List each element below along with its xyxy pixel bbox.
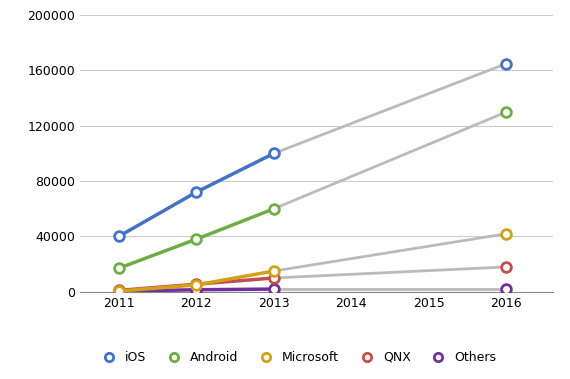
Legend: iOS, Android, Microsoft, QNX, Others: iOS, Android, Microsoft, QNX, Others (91, 346, 502, 369)
